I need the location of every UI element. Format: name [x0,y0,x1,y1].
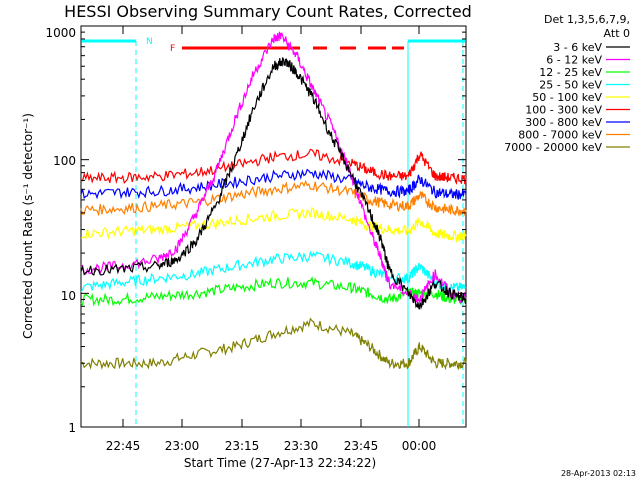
x-tick-label: 23:30 [284,439,319,453]
y-tick-label: 10 [61,289,76,303]
legend-entry: 100 - 300 keV [525,104,602,117]
x-tick-label: 23:45 [344,439,379,453]
legend-header: Det 1,3,5,6,7,9, [544,13,630,26]
y-axis-label: Corrected Count Rate (s⁻¹ detector⁻¹) [21,113,35,339]
series-line-7 [80,179,467,217]
x-tick-label: 00:00 [402,439,437,453]
tick-layer [81,26,466,428]
flare-flag-label: F [170,44,175,54]
y-tick-label: 1 [68,421,76,435]
x-tick-label: 23:15 [225,439,260,453]
series-line-5 [81,148,467,186]
footer-timestamp: 28-Apr-2013 02:13 [561,469,636,478]
series-line-4 [80,206,467,244]
series-layer [80,31,467,371]
legend-entry: 6 - 12 keV [546,54,602,67]
x-axis-label: Start Time (27-Apr-13 22:34:22) [184,456,376,470]
x-tick-label: 23:00 [165,439,200,453]
y-tick-label: 100 [53,154,76,168]
legend-entry: 25 - 50 keV [539,79,602,92]
series-line-0 [80,57,467,310]
x-tick-label: 22:45 [106,439,141,453]
chart-title: HESSI Observing Summary Count Rates, Cor… [64,2,472,21]
legend-entry: 800 - 7000 keV [518,129,602,142]
legend-entry: 12 - 25 keV [539,66,602,79]
legend-entry: 50 - 100 keV [532,91,602,104]
series-line-8 [80,317,467,371]
series-line-3 [80,250,467,294]
flare-flag-group: F [170,44,404,54]
series-line-1 [80,31,467,304]
plot-frame [80,25,467,428]
legend-entry: 300 - 800 keV [525,116,602,129]
legend-entry: 3 - 6 keV [553,41,602,54]
y-tick-label: 1000 [45,26,76,40]
legend-entry: 7000 - 20000 keV [504,141,602,154]
night-flag-label: N [146,37,153,47]
legend-header: Att 0 [604,27,630,40]
